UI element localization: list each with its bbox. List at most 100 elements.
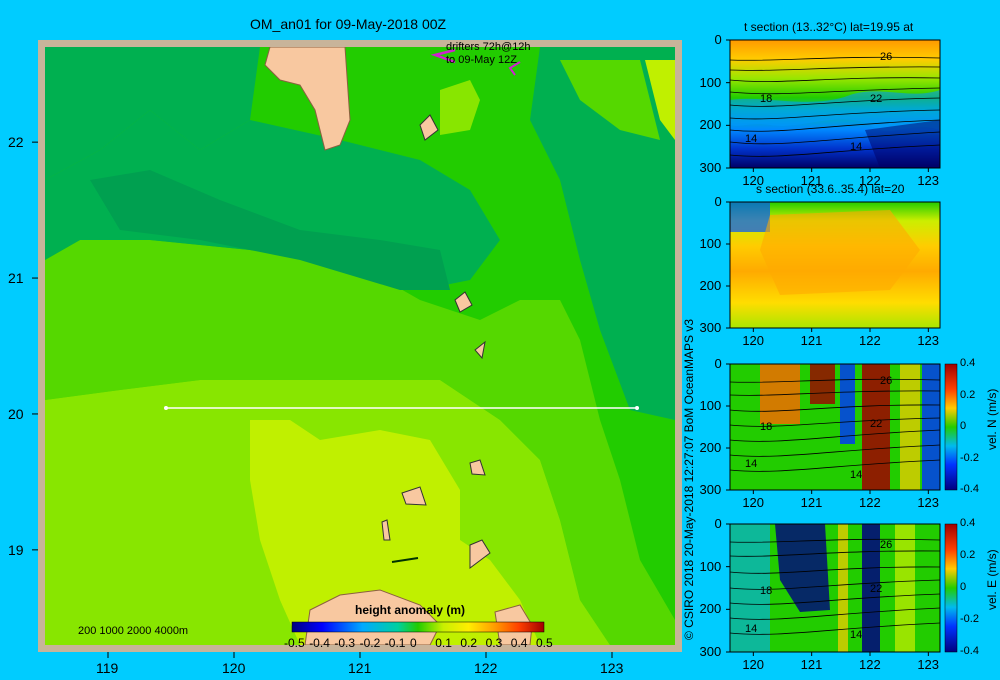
veln-contours: [729, 378, 941, 472]
vel-colorbar-tick-label: 0.2: [960, 549, 976, 561]
contour-label: 14: [850, 469, 863, 481]
colorbar-tick-label: 0.4: [510, 636, 528, 650]
panel-y-tick-label: 200: [699, 440, 722, 455]
credit-text: © CSIRO 2018 20-May-2018 12:27:07 BoM Oc…: [682, 318, 696, 640]
contour-label: 18: [760, 93, 773, 105]
island: [469, 539, 491, 569]
panel-frame: [729, 39, 941, 169]
panel-frame: [729, 523, 941, 653]
island: [419, 114, 439, 141]
panel-x-tick-label: 121: [800, 495, 823, 510]
panel-x-tick-label: 122: [859, 333, 881, 348]
map-colorbar: [291, 621, 545, 633]
panel-y-tick-label: 100: [699, 558, 722, 574]
island: [454, 291, 473, 313]
panel-y-tick-label: 300: [699, 644, 722, 659]
panel-y-tick-label: 0: [714, 32, 722, 47]
panel-frame: [729, 201, 941, 329]
map-x-tick-label: 121: [348, 660, 372, 676]
contour-label: 22: [870, 93, 883, 105]
vel-colorbar-tick-label: -0.4: [960, 645, 979, 657]
map-x-tick-label: 123: [600, 660, 624, 676]
drifters-label-1: drifters 72h@12h: [446, 41, 531, 53]
depth-scale-label: 200 1000 2000 4000m: [78, 625, 189, 637]
panel-y-tick-label: 300: [699, 482, 722, 497]
contour-label: 14: [745, 458, 758, 470]
colorbar-tick-label: 0.1: [435, 636, 452, 650]
map-y-tick-label: 20: [8, 405, 24, 422]
map-x-tick-label: 119: [96, 660, 119, 676]
panel-x-tick-label: 123: [917, 173, 940, 188]
panel-y-tick-label: 0: [714, 194, 722, 209]
colorbar-tick-label: -0.5: [284, 636, 305, 650]
t-section-title: t section (13..32°C) lat=19.95 at: [744, 20, 914, 34]
contour-label: 26: [880, 375, 893, 387]
colorbar-tick-label: -0.3: [334, 636, 356, 650]
contour-label: 26: [880, 51, 893, 63]
colorbar-tick-label: 0.3: [485, 636, 503, 650]
main-map: [32, 40, 682, 658]
contour-label: 26: [880, 539, 893, 551]
panel-y-tick-label: 100: [699, 398, 722, 413]
island: [401, 486, 427, 506]
panel-x-tick-label: 122: [859, 657, 881, 672]
panel-y-tick-label: 200: [699, 278, 722, 293]
colorbar-label: height anomaly (m): [355, 603, 466, 617]
panel-x-tick-label: 122: [859, 173, 881, 188]
contour-label: 14: [745, 133, 758, 145]
vel-colorbar-tick-label: -0.2: [960, 451, 979, 464]
island: [381, 519, 391, 541]
contour-label: 18: [760, 421, 773, 433]
colorbar-tick-label: 0.5: [536, 636, 553, 650]
map-y-tick-label: 22: [8, 134, 24, 151]
panel-x-tick-label: 120: [742, 333, 765, 348]
vele-colorbar: [944, 523, 958, 653]
section-panels: [726, 39, 958, 656]
panel-x-tick-label: 120: [742, 657, 765, 672]
contour-label: 14: [745, 623, 758, 635]
panel-x-tick-label: 123: [917, 495, 940, 510]
colorbar-tick-label: -0.2: [359, 636, 381, 650]
panel-y-tick-label: 100: [699, 236, 722, 251]
vel-colorbar-tick-label: 0: [960, 581, 967, 593]
panel-x-tick-label: 123: [917, 657, 940, 672]
vele-contours: [729, 538, 941, 635]
panel-x-tick-label: 120: [742, 173, 765, 188]
colorbar-tick-label: 0.2: [460, 636, 478, 650]
panel-frame: [729, 363, 941, 491]
panel-x-tick-label: 120: [742, 495, 765, 510]
land-taiwan: [264, 47, 351, 151]
contour-label: 22: [870, 583, 883, 595]
colorbar-tick-label: -0.1: [384, 636, 406, 650]
island: [474, 340, 486, 360]
panel-y-tick-label: 200: [699, 601, 722, 617]
panel-y-tick-label: 300: [699, 160, 722, 175]
map-title: OM_an01 for 09-May-2018 00Z: [250, 16, 447, 32]
colorbar-tick-label: 0: [410, 636, 417, 650]
vel-colorbar-tick-label: -0.2: [960, 613, 979, 625]
vel-colorbar-tick-label: 0.4: [960, 357, 976, 369]
map-x-tick-label: 122: [474, 660, 498, 676]
map-x-tick-label: 120: [222, 660, 246, 676]
panel-y-tick-label: 300: [699, 320, 722, 335]
panel-y-tick-label: 100: [699, 74, 722, 90]
veln-colorbar-label: vel. N (m/s): [985, 388, 999, 450]
map-y-tick-label: 19: [8, 541, 24, 558]
contour-label: 14: [850, 141, 863, 153]
panel-y-tick-label: 200: [699, 117, 722, 133]
vel-colorbar-tick-label: 0.2: [960, 388, 976, 401]
map-y-tick-label: 21: [8, 270, 24, 287]
contour-label: 18: [760, 585, 773, 597]
drifters-label-2: to 09-May 12Z: [446, 54, 517, 66]
drifter-track-2: [508, 61, 521, 76]
panel-y-tick-label: 0: [714, 516, 722, 531]
colorbar-tick-label: -0.4: [309, 636, 330, 650]
vel-colorbar-tick-label: -0.4: [960, 483, 979, 495]
panel-x-tick-label: 121: [800, 173, 823, 188]
panel-x-tick-label: 122: [859, 495, 881, 510]
panel-x-tick-label: 121: [800, 657, 823, 672]
panel-x-tick-label: 123: [917, 333, 940, 348]
panel-x-tick-label: 121: [800, 333, 823, 348]
island: [469, 459, 486, 476]
veln-colorbar: [944, 363, 958, 491]
